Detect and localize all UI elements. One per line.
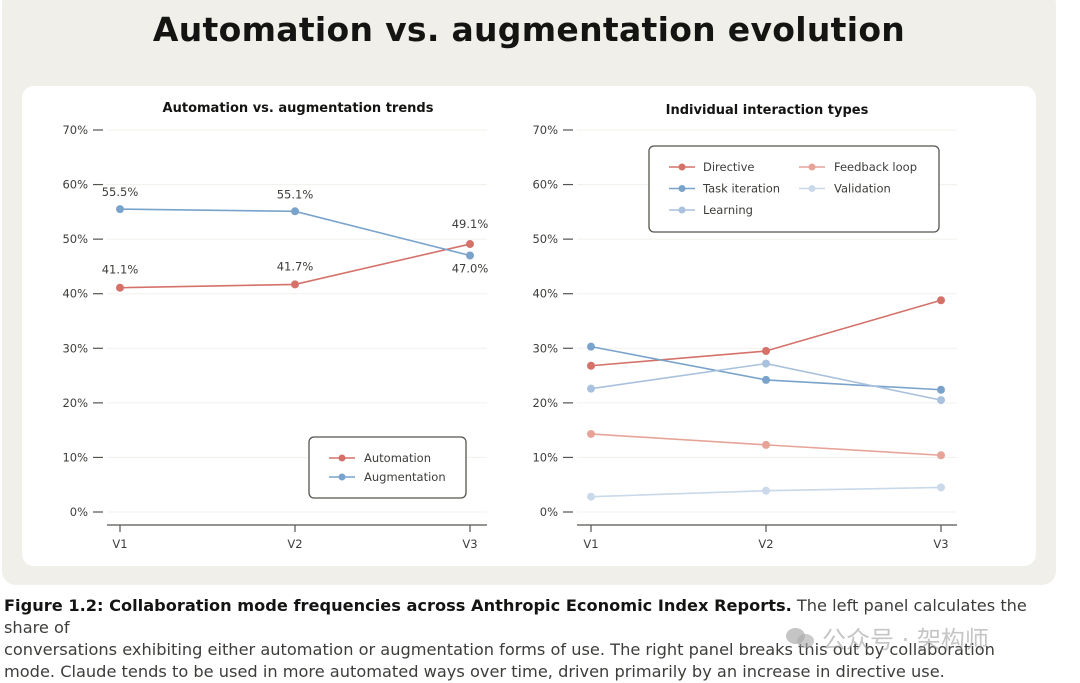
- right-legend-label: Directive: [703, 160, 755, 174]
- right-ytick-label: 50%: [532, 232, 558, 246]
- right-legend-label: Validation: [834, 182, 891, 196]
- left-ytick-label: 0%: [70, 505, 88, 519]
- figure-title: Automation vs. augmentation evolution: [152, 10, 906, 49]
- left-legend-box: [308, 436, 467, 499]
- right-ytick-label: 60%: [532, 178, 558, 192]
- left-xtick-label: V3: [462, 537, 477, 551]
- right-chart-title: Individual interaction types: [666, 103, 869, 118]
- left-ytick-label: 30%: [62, 341, 88, 355]
- left-data-label-augmentation: 55.1%: [277, 187, 314, 201]
- right-legend-marker-learning: [678, 206, 686, 214]
- right-xtick-label: V1: [583, 537, 598, 551]
- left-data-label-automation: 41.1%: [102, 263, 139, 277]
- right-point-directive: [762, 347, 770, 356]
- right-legend-label: Task iteration: [702, 182, 780, 196]
- wechat-icon: [786, 626, 816, 650]
- right-legend-marker-validation: [808, 185, 816, 192]
- left-point-automation: [291, 280, 299, 289]
- right-legend-marker-feedback_loop: [808, 163, 816, 171]
- left-point-augmentation: [116, 205, 124, 214]
- left-data-label-augmentation: 55.5%: [102, 185, 139, 199]
- charts-panel: Automation vs. augmentation trends 0% 10% 2…: [22, 86, 1036, 566]
- left-point-automation: [116, 283, 124, 292]
- left-legend-marker-augmentation: [338, 473, 346, 481]
- right-point-validation: [762, 486, 770, 495]
- right-point-task_iteration: [762, 375, 770, 384]
- left-legend-label: Augmentation: [364, 470, 446, 484]
- caption-bold: Figure 1.2: Collaboration mode frequenci…: [4, 596, 792, 615]
- right-xtick-label: V3: [933, 537, 948, 551]
- right-legend-label: Learning: [703, 203, 753, 217]
- left-ytick-label: 20%: [62, 396, 88, 410]
- caption-line2: conversations exhibiting either automati…: [4, 640, 995, 659]
- left-point-augmentation: [291, 207, 299, 216]
- right-point-learning: [937, 396, 945, 405]
- right-point-learning: [587, 384, 595, 393]
- charts-svg: Automation vs. augmentation trends 0% 10% 2…: [62, 101, 957, 551]
- right-point-directive: [937, 296, 945, 305]
- watermark: 公众号 · 架构师: [786, 620, 989, 655]
- right-point-learning: [762, 359, 770, 368]
- right-point-directive: [587, 361, 595, 370]
- left-ytick-label: 70%: [62, 123, 88, 137]
- right-ytick-label: 70%: [532, 123, 558, 137]
- right-ytick-label: 40%: [532, 287, 558, 301]
- right-legend-box: [648, 145, 940, 233]
- right-point-task_iteration: [587, 342, 595, 351]
- left-data-label-automation: 49.1%: [452, 217, 489, 231]
- left-data-label-augmentation: 47.0%: [452, 262, 489, 276]
- right-point-validation: [937, 483, 945, 492]
- left-point-automation: [466, 240, 474, 249]
- left-data-label-automation: 41.7%: [277, 259, 314, 273]
- right-legend-marker-task_iteration: [678, 185, 686, 192]
- caption-line1: The left panel calculates the share of: [4, 596, 1027, 637]
- left-legend-marker-automation: [338, 454, 346, 462]
- right-point-feedback_loop: [587, 429, 595, 438]
- right-ytick-label: 0%: [540, 505, 558, 519]
- left-ytick-label: 60%: [62, 178, 88, 192]
- right-legend-label: Feedback loop: [834, 160, 917, 174]
- caption-line3: mode. Claude tends to be used in more au…: [4, 662, 945, 681]
- right-ytick-label: 30%: [532, 341, 558, 355]
- left-point-augmentation: [466, 251, 474, 260]
- left-legend-label: Automation: [364, 451, 431, 465]
- figure-caption: Figure 1.2: Collaboration mode frequenci…: [4, 595, 1074, 683]
- right-point-feedback_loop: [937, 451, 945, 460]
- left-ytick-label: 40%: [62, 287, 88, 301]
- right-point-feedback_loop: [762, 440, 770, 449]
- right-xtick-label: V2: [758, 537, 773, 551]
- left-ytick-label: 50%: [62, 232, 88, 246]
- right-ytick-label: 20%: [532, 396, 558, 410]
- right-point-validation: [587, 492, 595, 501]
- right-ytick-label: 10%: [532, 450, 558, 464]
- watermark-text: 公众号 · 架构师: [822, 626, 989, 654]
- left-chart-title: Automation vs. augmentation trends: [163, 101, 434, 116]
- left-xtick-label: V1: [112, 537, 127, 551]
- left-xtick-label: V2: [287, 537, 302, 551]
- right-point-task_iteration: [937, 385, 945, 394]
- right-legend-marker-directive: [678, 163, 686, 171]
- left-ytick-label: 10%: [62, 450, 88, 464]
